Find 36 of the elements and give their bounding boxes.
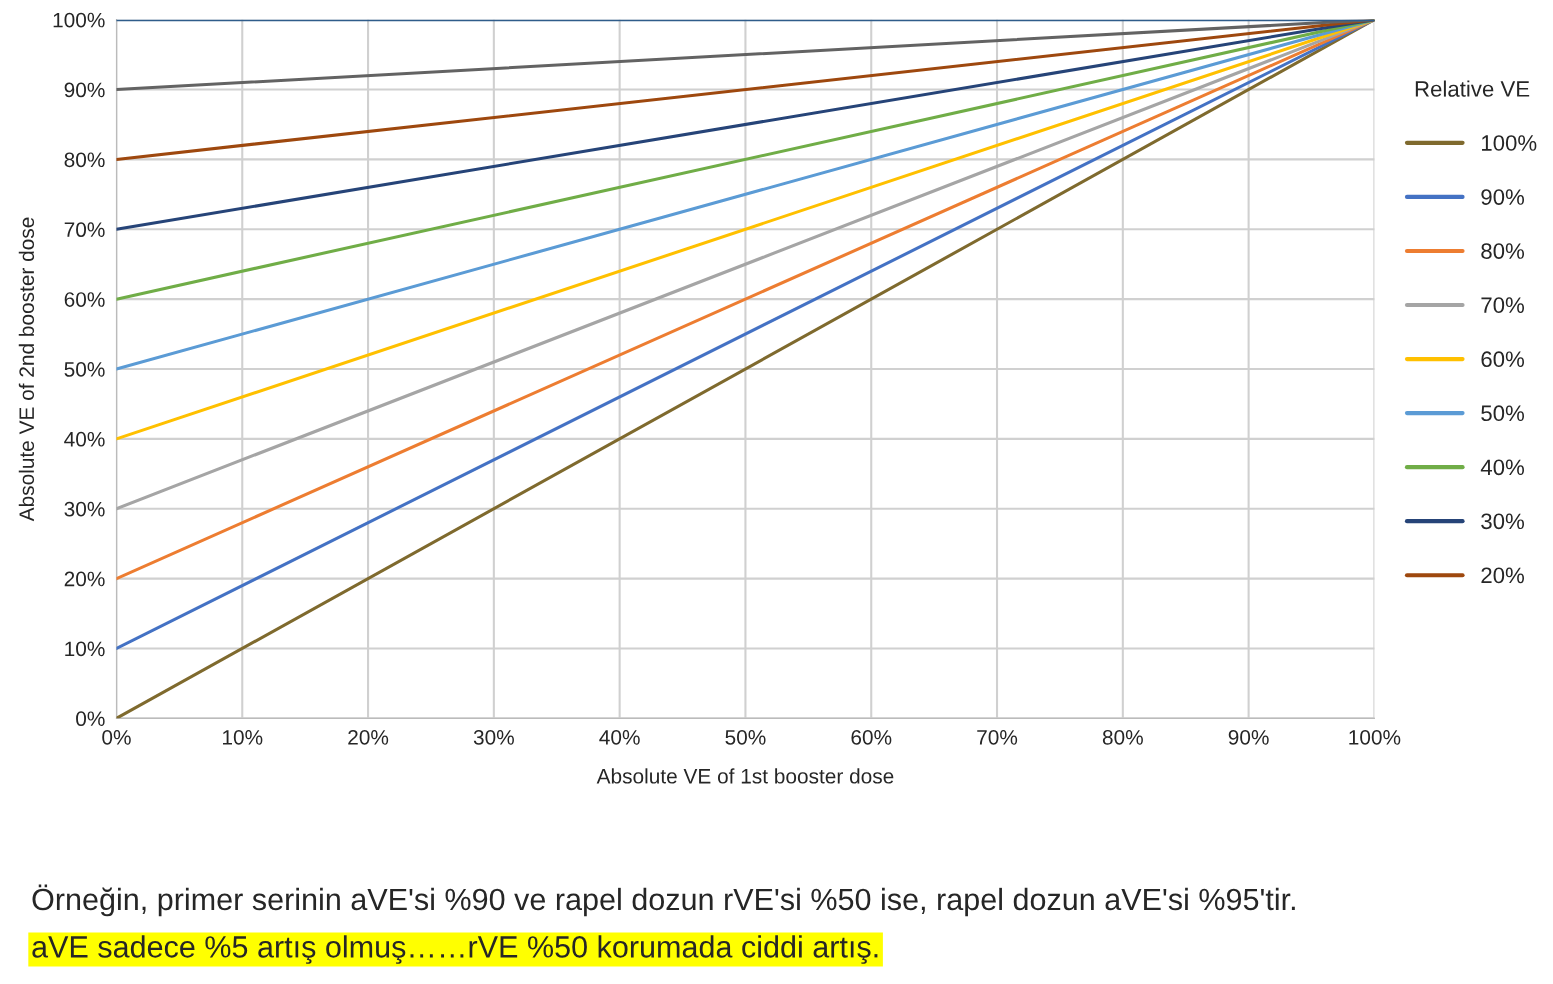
x-tick-label: 30% [473, 729, 514, 745]
legend-label: 50% [1481, 405, 1524, 422]
y-tick-label: 80% [64, 152, 105, 168]
x-tick-label: 0% [102, 729, 131, 745]
legend-label: 70% [1481, 297, 1524, 314]
x-axis-title: Absolute VE of 1st booster dose [596, 768, 894, 784]
legend-label: 60% [1481, 351, 1524, 368]
text: Örneğin, primer serinin aVE'si %90 ve rapel dozun rVE'si %50 ise, rapel dozun aVE'si %95'tir. [32, 884, 1295, 917]
x-tick-label: 80% [1102, 729, 1143, 745]
y-tick-label: 100% [53, 12, 105, 28]
y-tick-label: 0% [76, 711, 105, 727]
y-tick-label: 20% [64, 571, 105, 587]
legend-label: 20% [1481, 567, 1524, 584]
legend-label: 40% [1480, 459, 1524, 476]
x-tick-label: 90% [1228, 729, 1269, 745]
x-tick-label: 60% [851, 729, 892, 745]
x-tick-label: 10% [223, 729, 263, 745]
y-tick-label: 60% [64, 292, 105, 307]
legend-label: 100% [1482, 135, 1537, 151]
legend-label: 30% [1481, 513, 1524, 530]
x-tick-label: 20% [348, 729, 389, 745]
x-tick-label: 100% [1349, 729, 1401, 745]
x-tick-label: 50% [725, 729, 766, 745]
y-tick-label: 70% [64, 222, 105, 238]
y-axis-title: Absolute VE of 2nd booster dose [18, 217, 35, 522]
legend-label: 90% [1481, 189, 1524, 205]
x-tick-label: 40% [599, 729, 640, 745]
legend-title: Relative VE [1415, 80, 1530, 97]
y-tick-label: 50% [64, 362, 105, 377]
y-tick-label: 90% [64, 82, 105, 98]
text: aVE sadece %5 artış olmuş……rVE %50 korumada ciddi artış. [32, 935, 878, 964]
x-tick-label: 70% [977, 729, 1018, 745]
y-tick-label: 10% [65, 641, 105, 657]
legend-label: 80% [1481, 243, 1524, 259]
y-tick-label: 30% [64, 501, 105, 517]
y-tick-label: 40% [64, 431, 105, 447]
